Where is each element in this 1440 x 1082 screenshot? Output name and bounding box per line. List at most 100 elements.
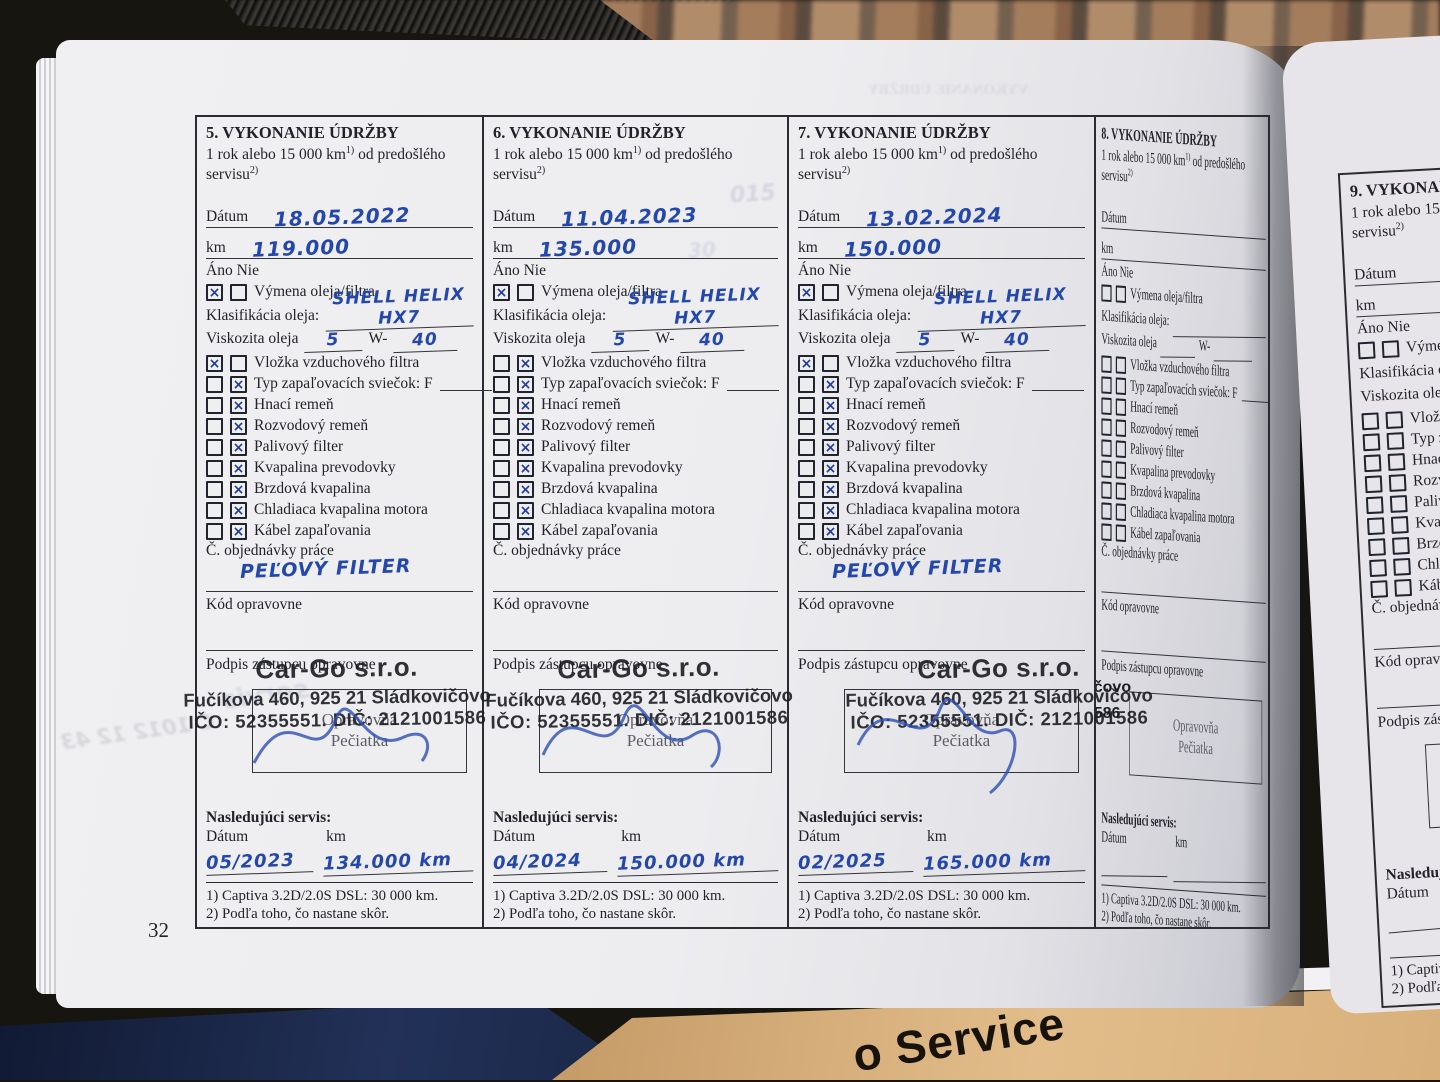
footnotes: 1) Captiva 3.2D/2.0S DSL: 30 000 km.2) P…: [493, 881, 778, 923]
checkbox-ano: ×: [798, 284, 815, 302]
checkbox-nie: ×: [822, 376, 839, 394]
next-date-value: 02/2025: [797, 849, 914, 877]
next-km-value: [1172, 881, 1266, 884]
checklist-row: × Rozvodový remeň: [206, 416, 473, 437]
checkbox-ano: [206, 502, 223, 520]
checkbox-nie: ×: [822, 397, 839, 415]
maintenance-checklist: × Vložka vzduchového filtra × Typ zapaľova…: [493, 353, 779, 542]
yes-no-header: Áno Nie: [798, 262, 851, 280]
work-order-section: Č. objednávky práce PEĽOVÝ FILTER: [206, 542, 473, 593]
next-date-value: 05/2023: [205, 849, 314, 876]
checkbox-nie: [1385, 411, 1404, 430]
viscosity-row: Viskozita oleja 5 W- 40: [798, 326, 1085, 354]
blank-line: [1031, 378, 1084, 392]
checkbox-nie: [1115, 285, 1126, 304]
checkbox-ano: [1368, 538, 1386, 557]
interval-note: 1 rok alebo 15 000 km1) od predošlého se…: [798, 145, 1038, 184]
checkbox-nie: [1388, 474, 1407, 493]
interval-note: 1 rok alebo 15 000 km1) od predošlého se…: [493, 145, 733, 184]
checkbox-nie: ×: [230, 502, 247, 520]
checklist-row: × Kábel zapaľovania: [206, 521, 473, 542]
checkbox-ano: [206, 439, 223, 457]
km-label: km: [798, 239, 818, 257]
service-record-column-8: 8. VYKONANIE ÚDRŽBY 1 rok alebo 15 000 k…: [1096, 117, 1268, 927]
checklist-row: × Kábel zapaľovania: [493, 521, 778, 542]
km-row: km 135.000: [493, 228, 778, 262]
checklist-row: × Kvapalina prevodovky: [493, 458, 778, 479]
oil-change-row: × Výmena oleja/filtra: [798, 282, 1085, 303]
checkbox-ano: [1364, 475, 1383, 494]
viscosity-value-2: 40: [680, 329, 745, 354]
checkbox-nie: [1392, 537, 1410, 555]
checkbox-nie: ×: [517, 418, 534, 436]
checkbox-nie: [1389, 495, 1408, 514]
work-order-value: PEĽOVÝ FILTER: [239, 555, 412, 584]
checklist-row: × Brzdová kvapalina: [206, 479, 473, 500]
work-order-section: Č. objednávky práce PEĽOVÝ FILTER: [798, 542, 1085, 593]
checklist-row: × Palivový filter: [206, 437, 473, 458]
viscosity-value-1: 5: [304, 329, 363, 354]
checkbox-nie: [1393, 558, 1411, 576]
checkbox-ano: [1361, 412, 1380, 431]
checklist-row: × Chladiaca kvapalina motora: [206, 500, 473, 521]
km-label: km: [206, 239, 226, 257]
checkbox-ano: [493, 502, 510, 520]
viscosity-value-1: 5: [896, 329, 955, 354]
checkbox-ano: [493, 481, 510, 499]
signature-section: Podpis zástupcu opravovne OpravovňaPečia…: [1377, 694, 1440, 863]
km-row: km 150.000: [798, 228, 1085, 261]
maintenance-checklist: × Vložka vzduchového filtra × Typ zapaľova…: [798, 353, 1085, 542]
checkbox-nie: ×: [822, 523, 839, 541]
km-value: 135.000: [538, 234, 638, 262]
checkbox-nie: ×: [517, 376, 534, 394]
footnotes: 1) Captiva 3.2D/2.0S DSL: 30 000 km.2) P…: [798, 881, 1085, 923]
oil-change-row: × Výmena oleja/filtra: [206, 282, 473, 303]
checkbox-ano: [1366, 517, 1385, 536]
blank-line: [726, 378, 779, 392]
checklist-row: × Vložka vzduchového filtra: [798, 353, 1085, 374]
checkbox-ano: [1357, 341, 1376, 360]
checkbox-ano: [1101, 284, 1112, 303]
checkbox-ano: [1101, 502, 1112, 521]
oil-change-label: Výmena oleja/filtra: [254, 283, 375, 301]
checkbox-nie: [1115, 503, 1126, 522]
checkbox-nie: [1381, 340, 1400, 359]
checkbox-ano: [206, 481, 223, 499]
service-record-column-6: 6. VYKONANIE ÚDRŽBY 1 rok alebo 15 000 k…: [484, 117, 793, 927]
checkbox-nie: [230, 355, 247, 373]
checkbox-ano: [493, 523, 510, 541]
checklist-row: × Chladiaca kvapalina motora: [493, 500, 778, 521]
next-km-value: 134.000 km: [322, 848, 474, 877]
checklist-row: × Rozvodový remeň: [798, 416, 1085, 437]
checkbox-nie: ×: [517, 355, 534, 373]
viscosity-value-2: 40: [393, 329, 458, 354]
km-row: km 119.000: [206, 228, 473, 261]
checklist-row: × Typ zapaľovacích sviečok: F: [206, 374, 492, 395]
checkbox-nie: ×: [230, 439, 247, 457]
checkbox-nie: ×: [517, 523, 534, 541]
checkbox-ano: [1369, 559, 1388, 578]
next-date-value: 04/2024: [492, 849, 608, 877]
blank-line: [439, 378, 492, 392]
checkbox-nie: ×: [230, 460, 247, 478]
checkbox-nie: ×: [230, 418, 247, 436]
date-value: 18.05.2022: [273, 202, 412, 232]
record-title: 6. VYKONANIE ÚDRŽBY: [493, 123, 686, 142]
checkbox-nie: ×: [822, 418, 839, 436]
next-km-value: 150.000 km: [616, 848, 779, 877]
repair-code-section: Kód opravovne: [493, 592, 778, 652]
checklist-row: × Hnací remeň: [206, 395, 473, 416]
record-title: 7. VYKONANIE ÚDRŽBY: [798, 123, 991, 142]
checkbox-ano: [1370, 580, 1389, 599]
checkbox-ano: [1101, 439, 1112, 458]
checkbox-nie: [1394, 579, 1413, 597]
checkbox-nie: [1115, 461, 1126, 480]
yes-no-header: Áno Nie: [206, 262, 259, 280]
checkbox-ano: ×: [798, 355, 815, 373]
yes-no-header: Áno Nie: [493, 262, 546, 280]
